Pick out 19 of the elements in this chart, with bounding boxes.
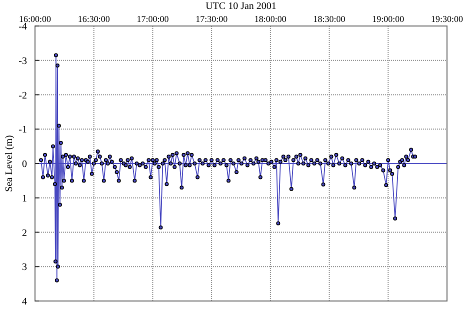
y-tick-label: -3 xyxy=(18,56,27,67)
y-axis-title: Sea Level (m) xyxy=(4,135,15,192)
x-tick-label: 19:30:00 xyxy=(430,14,464,24)
x-tick-label: 19:00:00 xyxy=(372,14,405,24)
x-tick-label: 16:00:00 xyxy=(18,14,52,24)
y-tick-label: 3 xyxy=(22,262,27,274)
y-tick-label: 1 xyxy=(22,193,27,204)
y-tick-label: -2 xyxy=(18,90,27,102)
y-tick-label: -1 xyxy=(18,124,27,136)
x-tick-label: 17:30:00 xyxy=(196,14,228,24)
y-tick-label: 0 xyxy=(22,159,27,170)
x-tick-label: 18:30:00 xyxy=(313,14,346,24)
y-tick-label: -4 xyxy=(18,22,27,32)
x-tick-label: 17:00:00 xyxy=(136,14,170,24)
y-tick-label: 2 xyxy=(22,228,27,239)
y-tick-label: 4 xyxy=(22,296,27,308)
x-tick-label: 16:30:00 xyxy=(78,14,110,24)
x-tick-label: 18:00:00 xyxy=(254,14,287,24)
x-axis-title: UTC 10 Jan 2001 xyxy=(206,1,276,12)
